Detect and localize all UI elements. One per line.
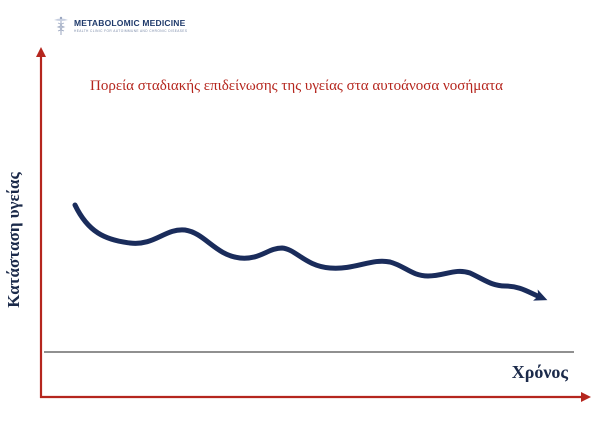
diagram-title: Πορεία σταδιακής επιδείνωσης της υγείας … (90, 78, 503, 94)
x-axis-label: Χρόνος (511, 362, 568, 382)
logo-name: METABOLOMIC MEDICINE (74, 18, 186, 29)
logo-tagline: HEALTH CLINIC FOR AUTOIMMUNE AND CHRONIC… (74, 28, 188, 33)
y-axis-label: Κατάσταση υγείας (4, 172, 23, 308)
caduceus-icon (54, 16, 68, 35)
health-decline-curve (72, 202, 548, 301)
logo: METABOLOMIC MEDICINE HEALTH CLINIC FOR A… (52, 16, 187, 36)
